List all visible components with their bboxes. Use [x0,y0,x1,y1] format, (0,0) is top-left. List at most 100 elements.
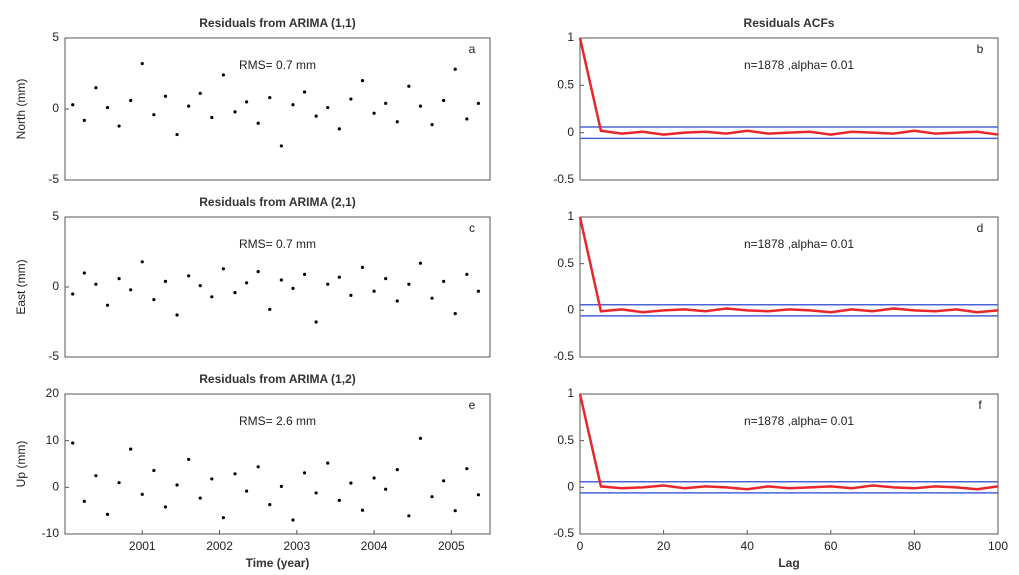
residual-point [117,277,121,281]
plot-area [579,216,999,358]
residual-point [256,270,260,274]
annotation: RMS= 2.6 mm [239,414,316,428]
y-tick-label: 0.5 [557,433,574,447]
residual-point [314,320,318,324]
y-tick-label: -0.5 [553,172,574,186]
residual-point [314,114,318,118]
residual-point [372,111,376,115]
plot-area [579,37,999,181]
acf-line [578,216,999,314]
residual-point [442,98,446,103]
y-tick-label: -0.5 [553,526,574,540]
residual-point [442,479,446,483]
annotation: n=1878 ,alpha= 0.01 [744,414,854,428]
residual-point [129,98,133,103]
residual-point [82,118,86,122]
y-tick-label: -10 [42,526,60,540]
residual-point [105,512,110,517]
residual-point [372,289,376,293]
residual-point [244,100,249,104]
residual-point [384,101,388,105]
y-tick-label: -5 [48,349,59,363]
y-tick-label: 5 [52,30,59,44]
residual-point [163,279,168,283]
residual-point [129,288,133,292]
annotation: n=1878 ,alpha= 0.01 [744,58,854,72]
residual-point [476,289,481,293]
y-tick-label: 0 [567,480,574,494]
residual-point [210,295,214,299]
residual-point [384,487,388,491]
residual-point [198,284,202,288]
residual-point [476,493,481,497]
residual-point [233,472,237,476]
x-axis-label: Lag [778,556,799,570]
x-tick-label: 2003 [283,539,310,553]
residual-point [198,91,202,95]
residual-point [453,312,457,316]
residual-point [233,110,237,114]
residual-point [187,104,191,108]
residual-point [175,132,179,137]
residual-point [314,491,318,495]
annotation: n=1878 ,alpha= 0.01 [744,237,854,251]
residual-point [94,282,98,286]
y-tick-label: 10 [46,433,60,447]
residual-point [302,90,307,94]
residual-point [187,457,191,461]
residual-point [453,509,457,513]
x-tick-label: 2001 [129,539,156,553]
panel-letter: f [978,398,982,412]
residual-point [302,471,307,475]
panel-letter: d [977,221,984,235]
residual-point [198,496,202,500]
plot-area [64,393,491,535]
y-tick-label: 0.5 [557,78,574,92]
residual-point [244,489,249,493]
residual-point [407,84,411,88]
x-tick-label: 2005 [438,539,465,553]
residual-point [152,468,156,473]
residual-point [140,61,144,66]
plot-area [64,37,491,181]
residual-point [384,277,388,281]
residual-point [105,105,110,110]
y-tick-label: 0 [52,101,59,115]
x-tick-label: 100 [988,539,1008,553]
residual-point [94,474,98,478]
residual-point [465,272,469,276]
residual-point [175,313,179,317]
y-axis-label: North (mm) [14,79,28,140]
residual-point [418,436,423,440]
residual-point [453,67,457,71]
residual-point [94,86,98,90]
residual-point [395,299,399,303]
panel-letter: b [977,42,984,56]
panel-letter: e [469,398,476,412]
residual-point [175,483,179,487]
y-tick-label: -5 [48,172,59,186]
residual-point [71,292,75,296]
residual-point [360,508,365,512]
residual-point [291,103,295,107]
residual-point [82,499,86,503]
residual-point [268,503,272,507]
residual-point [395,120,399,124]
x-tick-label: 20 [657,539,671,553]
residual-point [187,274,191,278]
y-tick-label: -0.5 [553,349,574,363]
residual-point [71,103,75,107]
y-tick-label: 0 [567,303,574,317]
residual-point [279,144,283,148]
acf-line [578,393,999,491]
residual-point [337,498,341,502]
y-tick-label: 0 [52,480,59,494]
residual-point [140,492,144,496]
residual-point [256,121,260,125]
residual-point [360,265,365,269]
residual-point [349,293,353,297]
residual-point [140,260,144,264]
y-tick-label: 1 [567,386,574,400]
